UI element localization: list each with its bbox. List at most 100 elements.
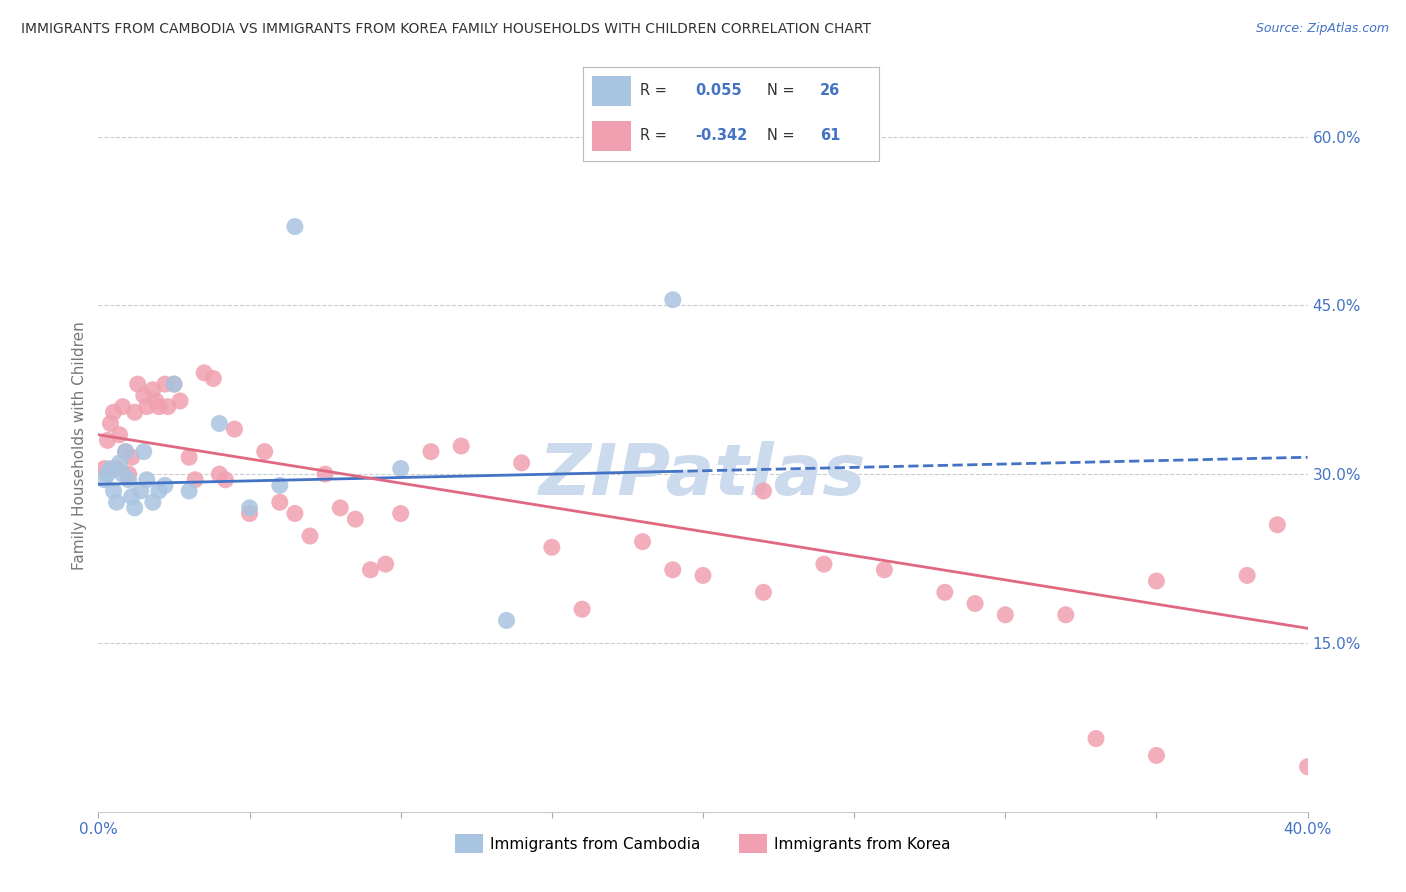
Point — [142, 383, 165, 397]
Point — [105, 461, 128, 475]
Point — [965, 597, 987, 611]
Legend: Immigrants from Cambodia, Immigrants from Korea: Immigrants from Cambodia, Immigrants fro… — [449, 828, 957, 859]
Point — [752, 483, 775, 498]
Point — [100, 461, 122, 475]
Point — [105, 495, 128, 509]
Point — [118, 467, 141, 482]
Point — [179, 450, 201, 465]
Text: ZIPatlas: ZIPatlas — [540, 441, 866, 509]
Point — [661, 563, 683, 577]
Point — [93, 461, 115, 475]
Point — [103, 483, 125, 498]
Point — [111, 467, 134, 482]
Point — [121, 490, 143, 504]
Point — [284, 507, 307, 521]
Text: N =: N = — [766, 128, 794, 144]
Point — [103, 405, 125, 419]
Point — [495, 614, 517, 628]
Point — [135, 400, 157, 414]
Point — [374, 557, 396, 571]
Point — [148, 400, 170, 414]
Bar — [592, 77, 631, 106]
Point — [111, 400, 134, 414]
Point — [239, 500, 262, 515]
Point — [96, 434, 118, 448]
Text: 61: 61 — [820, 128, 839, 144]
Point — [994, 607, 1017, 622]
Point — [132, 388, 155, 402]
Point — [1296, 760, 1319, 774]
Point — [344, 512, 367, 526]
Text: R =: R = — [640, 128, 666, 144]
Point — [153, 377, 176, 392]
Point — [873, 563, 896, 577]
Point — [813, 557, 835, 571]
Text: 0.055: 0.055 — [696, 83, 742, 98]
Text: N =: N = — [766, 83, 794, 98]
Point — [127, 377, 149, 392]
Point — [284, 219, 307, 234]
Point — [148, 483, 170, 498]
Text: R =: R = — [640, 83, 666, 98]
Point — [169, 394, 191, 409]
Point — [129, 483, 152, 498]
Point — [1267, 517, 1289, 532]
Point — [100, 417, 122, 431]
Point — [163, 377, 186, 392]
Point — [163, 377, 186, 392]
Bar — [592, 121, 631, 152]
Point — [299, 529, 322, 543]
Point — [661, 293, 683, 307]
Point — [179, 483, 201, 498]
Point — [1144, 748, 1167, 763]
Point — [108, 427, 131, 442]
Y-axis label: Family Households with Children: Family Households with Children — [72, 322, 87, 570]
Point — [121, 450, 143, 465]
Point — [108, 456, 131, 470]
Point — [571, 602, 593, 616]
Text: Source: ZipAtlas.com: Source: ZipAtlas.com — [1256, 22, 1389, 36]
Point — [153, 478, 176, 492]
Point — [450, 439, 472, 453]
Point — [208, 417, 231, 431]
Point — [631, 534, 654, 549]
Point — [124, 500, 146, 515]
Point — [253, 444, 276, 458]
Point — [208, 467, 231, 482]
Point — [314, 467, 336, 482]
Point — [193, 366, 215, 380]
Point — [239, 507, 262, 521]
Point — [184, 473, 207, 487]
Point — [420, 444, 443, 458]
Point — [96, 467, 118, 482]
Point — [1054, 607, 1077, 622]
Point — [135, 473, 157, 487]
Point — [934, 585, 956, 599]
Point — [145, 394, 167, 409]
Point — [360, 563, 382, 577]
Text: IMMIGRANTS FROM CAMBODIA VS IMMIGRANTS FROM KOREA FAMILY HOUSEHOLDS WITH CHILDRE: IMMIGRANTS FROM CAMBODIA VS IMMIGRANTS F… — [21, 22, 872, 37]
Point — [1236, 568, 1258, 582]
Point — [1085, 731, 1108, 746]
Text: 26: 26 — [820, 83, 839, 98]
Point — [1144, 574, 1167, 588]
Point — [510, 456, 533, 470]
Point — [93, 473, 115, 487]
Point — [114, 444, 136, 458]
Point — [114, 444, 136, 458]
Point — [389, 461, 412, 475]
Point — [214, 473, 236, 487]
Point — [540, 541, 562, 555]
Point — [202, 371, 225, 385]
Point — [269, 495, 291, 509]
Point — [124, 405, 146, 419]
Point — [692, 568, 714, 582]
Point — [752, 585, 775, 599]
Point — [142, 495, 165, 509]
Point — [224, 422, 246, 436]
Point — [329, 500, 352, 515]
Point — [132, 444, 155, 458]
Point — [389, 507, 412, 521]
Point — [156, 400, 179, 414]
Text: -0.342: -0.342 — [696, 128, 748, 144]
